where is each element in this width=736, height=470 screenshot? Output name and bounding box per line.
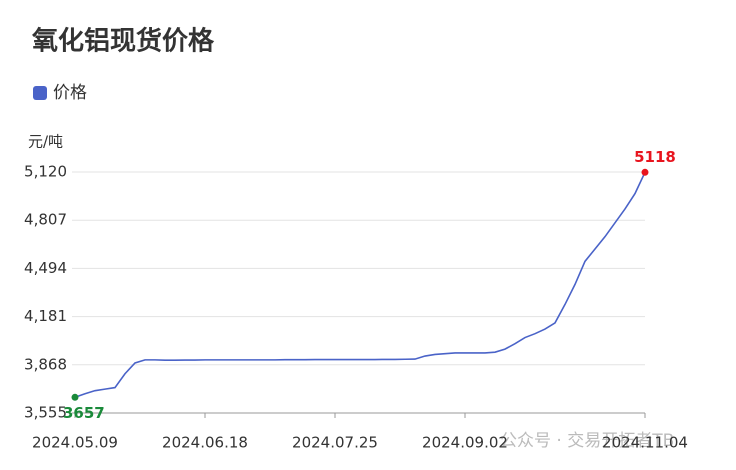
y-axis-label: 元/吨 [28, 133, 63, 151]
x-tick-label: 2024.06.18 [162, 434, 248, 452]
y-tick-label: 3,868 [24, 355, 67, 373]
line [74, 171, 646, 399]
y-tick-label: 5,120 [24, 163, 67, 181]
legend-label: 价格 [53, 83, 87, 103]
watermark: 公众号 · 交易开拓者TB [500, 431, 674, 451]
y-tick-label: 4,494 [24, 259, 67, 277]
y-tick-label: 4,181 [24, 307, 67, 325]
y-tick-label: 4,807 [24, 211, 67, 229]
x-tick-label: 2024.11.04 [602, 434, 688, 452]
end-value-label: 5118 [634, 148, 676, 166]
chart-title: 氧化铝现货价格 [31, 26, 215, 57]
x-tick-label: 2024.05.09 [32, 434, 118, 452]
x-tick-label: 2024.07.25 [292, 434, 378, 452]
y-tick-label: 3,555 [24, 404, 67, 422]
end-point [641, 168, 649, 176]
start-value-label: 3657 [63, 404, 105, 422]
legend-swatch [33, 86, 47, 100]
start-point [71, 393, 79, 401]
x-tick-label: 2024.09.02 [422, 434, 508, 452]
